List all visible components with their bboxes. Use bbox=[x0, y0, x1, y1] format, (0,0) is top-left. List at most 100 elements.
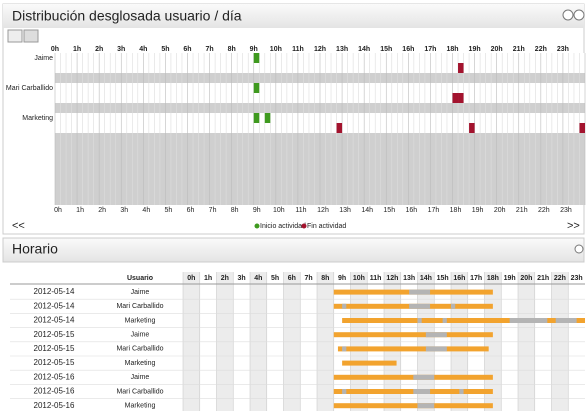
tool-button[interactable] bbox=[23, 29, 39, 43]
hour-header: 18h bbox=[487, 275, 499, 282]
hour-label: 17h bbox=[424, 46, 436, 53]
hour-header: 1h bbox=[204, 275, 212, 282]
hour-label: 22h bbox=[538, 207, 550, 214]
hour-label: 18h bbox=[446, 46, 458, 53]
tool-button[interactable] bbox=[7, 29, 23, 43]
user-cell: Jaime bbox=[131, 289, 150, 296]
event-marker bbox=[253, 83, 260, 93]
event-marker bbox=[458, 63, 464, 73]
hour-label: 23h bbox=[560, 207, 572, 214]
hour-label: 14h bbox=[358, 46, 370, 53]
hour-label: 17h bbox=[428, 207, 440, 214]
panel-header bbox=[3, 4, 584, 28]
idle-bar bbox=[417, 403, 435, 409]
hour-label: 3h bbox=[120, 207, 128, 214]
legend-label: Fin actividad bbox=[307, 223, 346, 230]
hour-label: 23h bbox=[557, 46, 569, 53]
hour-header: 17h bbox=[470, 275, 482, 282]
user-header: Usuario bbox=[127, 275, 153, 282]
hour-label: 0h bbox=[54, 207, 62, 214]
active-bar bbox=[333, 332, 493, 338]
hour-label: 7h bbox=[209, 207, 217, 214]
hour-header: 14h bbox=[420, 275, 432, 282]
hour-header: 10h bbox=[353, 275, 365, 282]
idle-bar bbox=[555, 318, 577, 323]
date-cell: 2012-05-14 bbox=[34, 316, 75, 325]
hour-label: 0h bbox=[51, 46, 59, 53]
user-cell: Mari Carballido bbox=[116, 346, 163, 353]
user-cell: Jaime bbox=[131, 374, 150, 381]
hour-label: 19h bbox=[469, 46, 481, 53]
idle-bar bbox=[409, 289, 431, 295]
user-cell: Jaime bbox=[131, 332, 150, 339]
event-marker bbox=[579, 123, 585, 133]
help-icon[interactable] bbox=[562, 9, 574, 21]
idle-bar bbox=[509, 318, 548, 323]
idle-bar bbox=[413, 389, 431, 394]
hour-label: 1h bbox=[73, 46, 81, 53]
event-marker bbox=[458, 93, 464, 103]
hour-label: 1h bbox=[76, 207, 84, 214]
idle-bar bbox=[342, 389, 347, 394]
panel-title: Horario bbox=[12, 241, 58, 257]
hour-label: 10h bbox=[273, 207, 285, 214]
user-label: Mari Carballido bbox=[6, 85, 53, 92]
hour-label: 20h bbox=[494, 207, 506, 214]
hour-header: 5h bbox=[271, 275, 279, 282]
date-cell: 2012-05-14 bbox=[34, 287, 75, 296]
hour-header: 22h bbox=[554, 275, 566, 282]
idle-bar bbox=[451, 303, 456, 309]
hour-label: 10h bbox=[270, 46, 282, 53]
hour-header: 2h bbox=[221, 275, 229, 282]
hour-label: 4h bbox=[142, 207, 150, 214]
active-bar bbox=[333, 403, 493, 409]
expand-icon[interactable] bbox=[574, 244, 584, 254]
hour-header: 6h bbox=[288, 275, 296, 282]
legend-label: Inicio actividad bbox=[260, 223, 306, 230]
active-bar bbox=[342, 318, 585, 323]
date-cell: 2012-05-15 bbox=[34, 358, 75, 367]
hour-label: 8h bbox=[228, 46, 236, 53]
date-cell: 2012-05-16 bbox=[34, 387, 75, 396]
hour-label: 15h bbox=[383, 207, 395, 214]
hour-label: 8h bbox=[231, 207, 239, 214]
idle-bar bbox=[409, 303, 431, 309]
hour-header: 13h bbox=[403, 275, 415, 282]
hour-label: 2h bbox=[98, 207, 106, 214]
panel-header bbox=[2, 237, 585, 263]
schedule-table: 0h 1h 2h 3h 4h 5h 6h 7h 8h 9h 10h 11h 12h 13h 14h 15h 16… bbox=[10, 272, 585, 411]
hour-header: 4h bbox=[254, 275, 262, 282]
hour-label: 6h bbox=[187, 207, 195, 214]
hour-header: 8h bbox=[321, 275, 329, 282]
event-marker bbox=[452, 93, 459, 103]
active-bar bbox=[342, 360, 397, 366]
hour-label: 2h bbox=[95, 46, 103, 53]
hour-header: 15h bbox=[437, 275, 449, 282]
event-marker bbox=[253, 113, 260, 123]
activity-chart: Jaime Mari Carballido Marketing 0h 0h 1h 1h 2h 2… bbox=[6, 46, 586, 232]
hour-header: 12h bbox=[386, 275, 398, 282]
user-cell: Mari Carballido bbox=[116, 303, 163, 310]
hour-label: 14h bbox=[361, 207, 373, 214]
event-marker bbox=[336, 123, 343, 133]
hour-label: 21h bbox=[516, 207, 528, 214]
nav-next[interactable]: >> bbox=[567, 220, 580, 232]
event-marker bbox=[469, 123, 475, 133]
event-marker bbox=[253, 53, 260, 63]
close-icon[interactable] bbox=[573, 9, 585, 21]
date-cell: 2012-05-16 bbox=[34, 372, 75, 381]
hour-label: 4h bbox=[139, 46, 147, 53]
hour-header: 11h bbox=[370, 275, 382, 282]
idle-bar bbox=[425, 332, 447, 338]
hour-header: 20h bbox=[520, 275, 532, 282]
nav-prev[interactable]: << bbox=[12, 220, 25, 232]
hour-label: 22h bbox=[535, 46, 547, 53]
hour-label: 13h bbox=[336, 46, 348, 53]
hour-label: 20h bbox=[491, 46, 503, 53]
legend-swatch bbox=[254, 223, 260, 229]
user-label: Marketing bbox=[22, 115, 53, 122]
hour-header: 0h bbox=[187, 275, 195, 282]
date-cell: 2012-05-14 bbox=[34, 301, 75, 310]
